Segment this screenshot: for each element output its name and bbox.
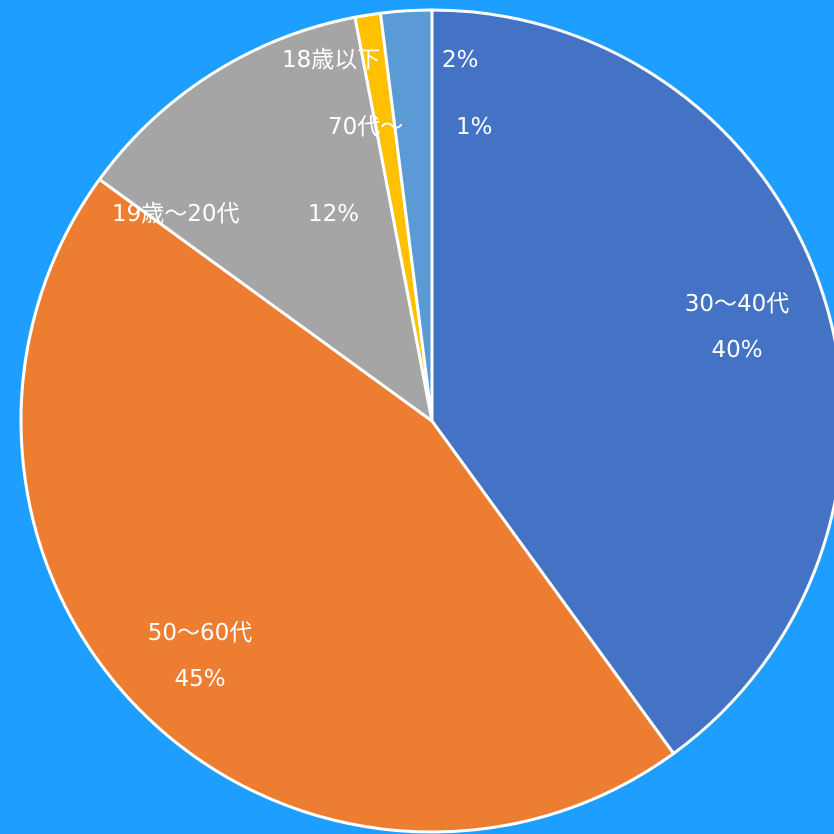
- slice-label-under-18: 18歳以下: [282, 47, 380, 73]
- pie-slice-2: [97, 15, 434, 423]
- pie-slice-4: [378, 8, 434, 423]
- slice-value-30-40s: 40%: [711, 337, 762, 363]
- slice-value-under-18: 2%: [442, 47, 479, 73]
- slice-label-50-60s: 50〜60代: [148, 620, 253, 646]
- slice-label-30-40s: 30〜40代: [685, 291, 790, 317]
- pie-slice-1: [19, 177, 676, 834]
- slice-value-70s-plus: 1%: [456, 114, 493, 140]
- pie-slice-0: [430, 8, 834, 756]
- slice-label-70s-plus: 70代〜: [328, 114, 403, 140]
- slice-value-19-20s: 12%: [308, 201, 359, 227]
- slice-value-50-60s: 45%: [174, 666, 225, 692]
- pie-labels: 30〜40代 40% 50〜60代 45% 19歳〜20代 12% 70代〜 1…: [112, 47, 789, 692]
- slice-label-19-20s: 19歳〜20代: [112, 201, 240, 227]
- pie-slices: [19, 8, 834, 834]
